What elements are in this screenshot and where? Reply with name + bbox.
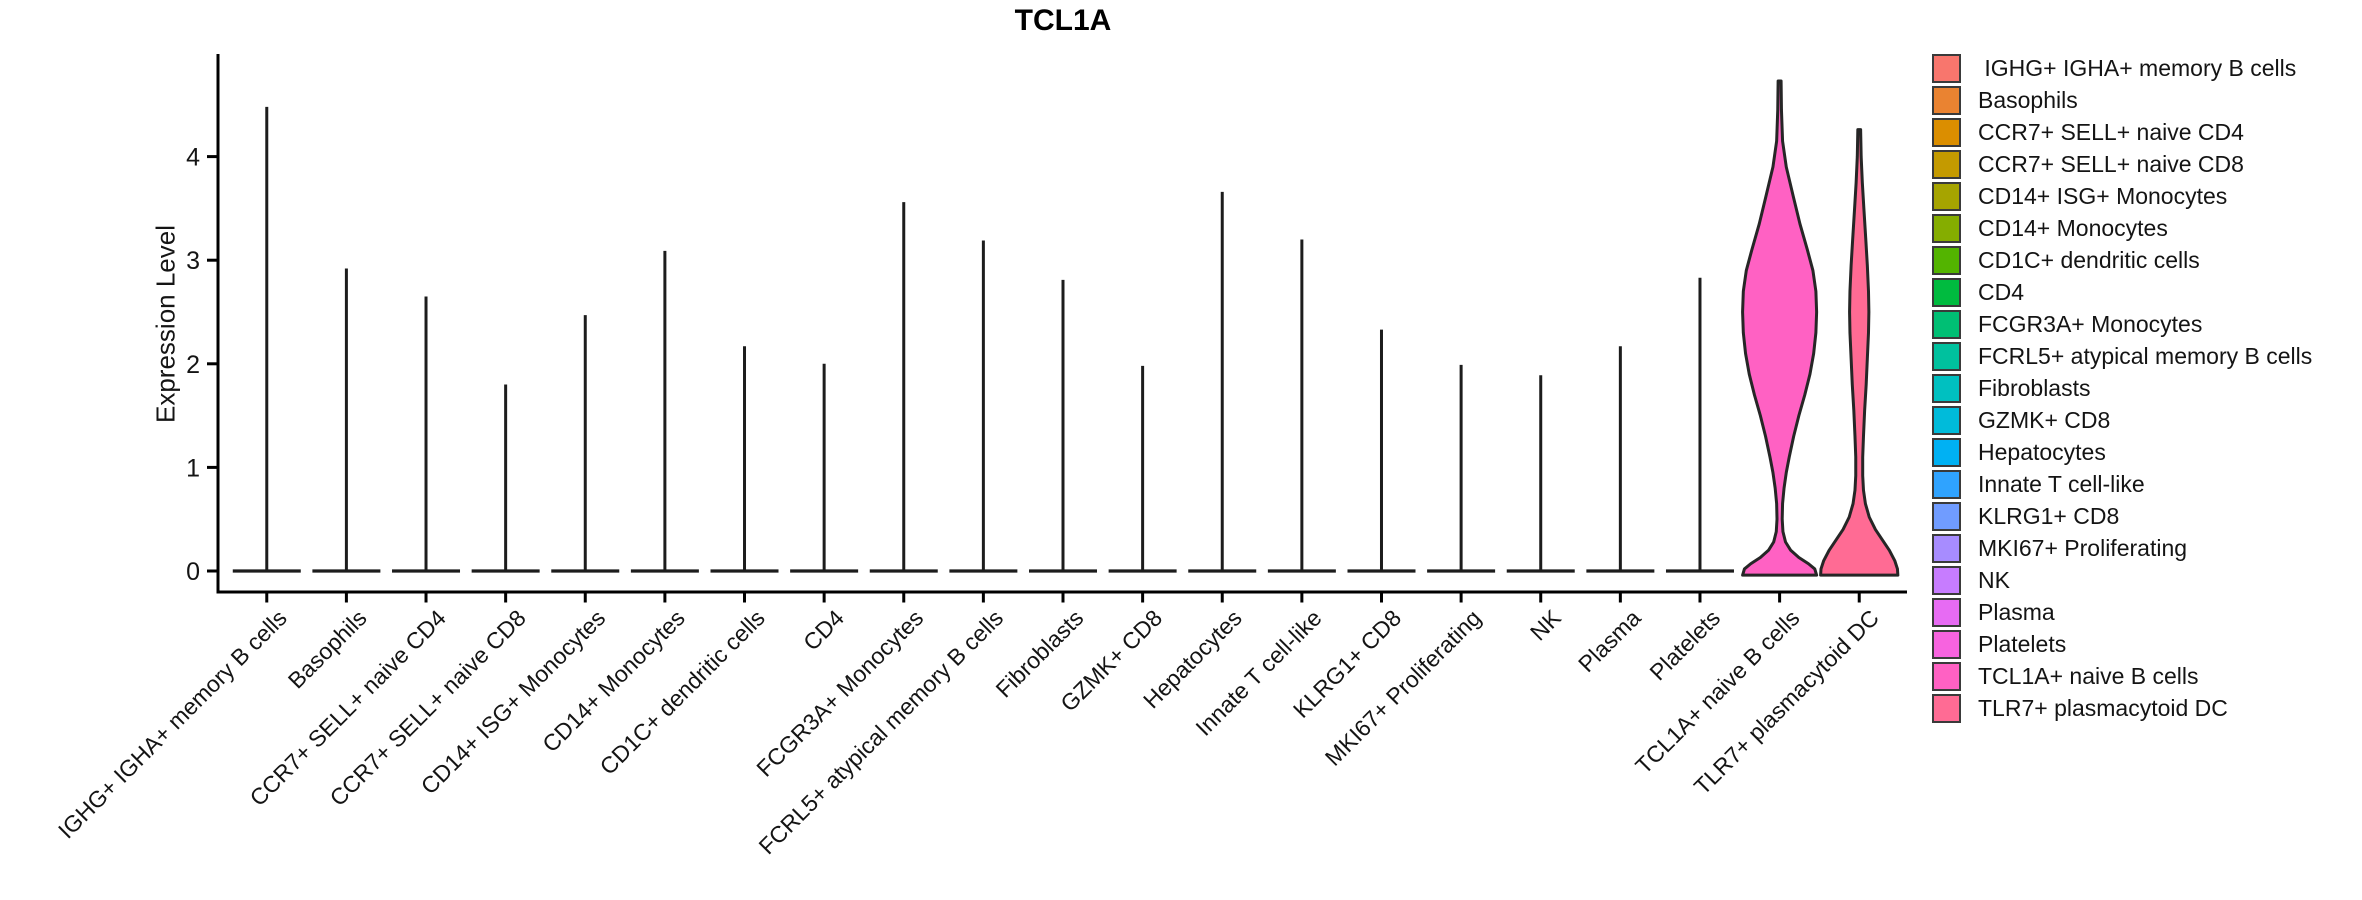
legend-label: Plasma [1978, 598, 2055, 625]
legend-item: CCR7+ SELL+ naive CD8 [1932, 148, 2312, 180]
legend-swatch [1932, 437, 1961, 467]
y-tick-label: 0 [186, 558, 200, 586]
legend-item: CCR7+ SELL+ naive CD4 [1932, 116, 2312, 148]
legend-label: FCRL5+ atypical memory B cells [1978, 342, 2313, 369]
legend-item: TCL1A+ naive B cells [1932, 660, 2312, 692]
legend-swatch [1932, 405, 1961, 435]
legend-label: TLR7+ plasmacytoid DC [1978, 694, 2228, 721]
y-axis-title: Expression Level [150, 225, 181, 423]
legend-label: TCL1A+ naive B cells [1978, 662, 2199, 689]
legend-label: Basophils [1978, 86, 2078, 113]
legend-label: CD4 [1978, 278, 2025, 305]
legend-label: CD14+ Monocytes [1978, 214, 2168, 241]
legend-label: CCR7+ SELL+ naive CD8 [1978, 150, 2244, 177]
legend-label: Hepatocytes [1978, 438, 2106, 465]
legend-item: FCRL5+ atypical memory B cells [1932, 340, 2312, 372]
legend-item: CD4 [1932, 276, 2312, 308]
legend-swatch [1932, 693, 1961, 723]
legend-label: CD1C+ dendritic cells [1978, 246, 2200, 273]
legend-label: NK [1978, 566, 2010, 593]
legend-swatch [1932, 565, 1961, 595]
legend-item: Basophils [1932, 84, 2312, 116]
y-tick-label: 1 [186, 454, 200, 482]
legend-label: Innate T cell-like [1978, 470, 2145, 497]
legend-item: Innate T cell-like [1932, 468, 2312, 500]
legend-swatch [1932, 501, 1961, 531]
legend-item: Hepatocytes [1932, 436, 2312, 468]
legend-item: Platelets [1932, 628, 2312, 660]
legend-item: KLRG1+ CD8 [1932, 500, 2312, 532]
legend-label: MKI67+ Proliferating [1978, 534, 2188, 561]
legend-swatch [1932, 117, 1961, 147]
legend: IGHG+ IGHA+ memory B cells Basophils CCR7+… [1932, 52, 2312, 724]
legend-swatch [1932, 149, 1961, 179]
legend-label: CD14+ ISG+ Monocytes [1978, 182, 2228, 209]
legend-item: MKI67+ Proliferating [1932, 532, 2312, 564]
legend-swatch [1932, 53, 1961, 83]
legend-swatch [1932, 245, 1961, 275]
legend-item: GZMK+ CD8 [1932, 404, 2312, 436]
legend-swatch [1932, 341, 1961, 371]
legend-swatch [1932, 469, 1961, 499]
legend-swatch [1932, 373, 1961, 403]
y-tick-label: 2 [186, 351, 200, 379]
legend-swatch [1932, 181, 1961, 211]
legend-swatch [1932, 629, 1961, 659]
legend-label: Fibroblasts [1978, 374, 2091, 401]
legend-item: Plasma [1932, 596, 2312, 628]
legend-label: FCGR3A+ Monocytes [1978, 310, 2203, 337]
legend-label: Platelets [1978, 630, 2067, 657]
legend-swatch [1932, 661, 1961, 691]
violin-body [1741, 79, 1819, 577]
legend-item: CD14+ ISG+ Monocytes [1932, 180, 2312, 212]
legend-swatch [1932, 213, 1961, 243]
legend-label: GZMK+ CD8 [1978, 406, 2111, 433]
legend-item: CD14+ Monocytes [1932, 212, 2312, 244]
violin-body [1819, 128, 1900, 577]
legend-swatch [1932, 309, 1961, 339]
legend-item: FCGR3A+ Monocytes [1932, 308, 2312, 340]
legend-label: KLRG1+ CD8 [1978, 502, 2120, 529]
legend-label: IGHG+ IGHA+ memory B cells [1978, 54, 2297, 81]
legend-swatch [1932, 277, 1961, 307]
legend-item: IGHG+ IGHA+ memory B cells [1932, 52, 2312, 84]
y-tick-label: 3 [186, 247, 200, 275]
y-tick-label: 4 [186, 144, 200, 172]
legend-item: NK [1932, 564, 2312, 596]
legend-label: CCR7+ SELL+ naive CD4 [1978, 118, 2244, 145]
legend-swatch [1932, 533, 1961, 563]
legend-swatch [1932, 597, 1961, 627]
chart-title: TCL1A [1014, 4, 1112, 37]
legend-swatch [1932, 85, 1961, 115]
legend-item: TLR7+ plasmacytoid DC [1932, 692, 2312, 724]
legend-item: CD1C+ dendritic cells [1932, 244, 2312, 276]
legend-item: Fibroblasts [1932, 372, 2312, 404]
